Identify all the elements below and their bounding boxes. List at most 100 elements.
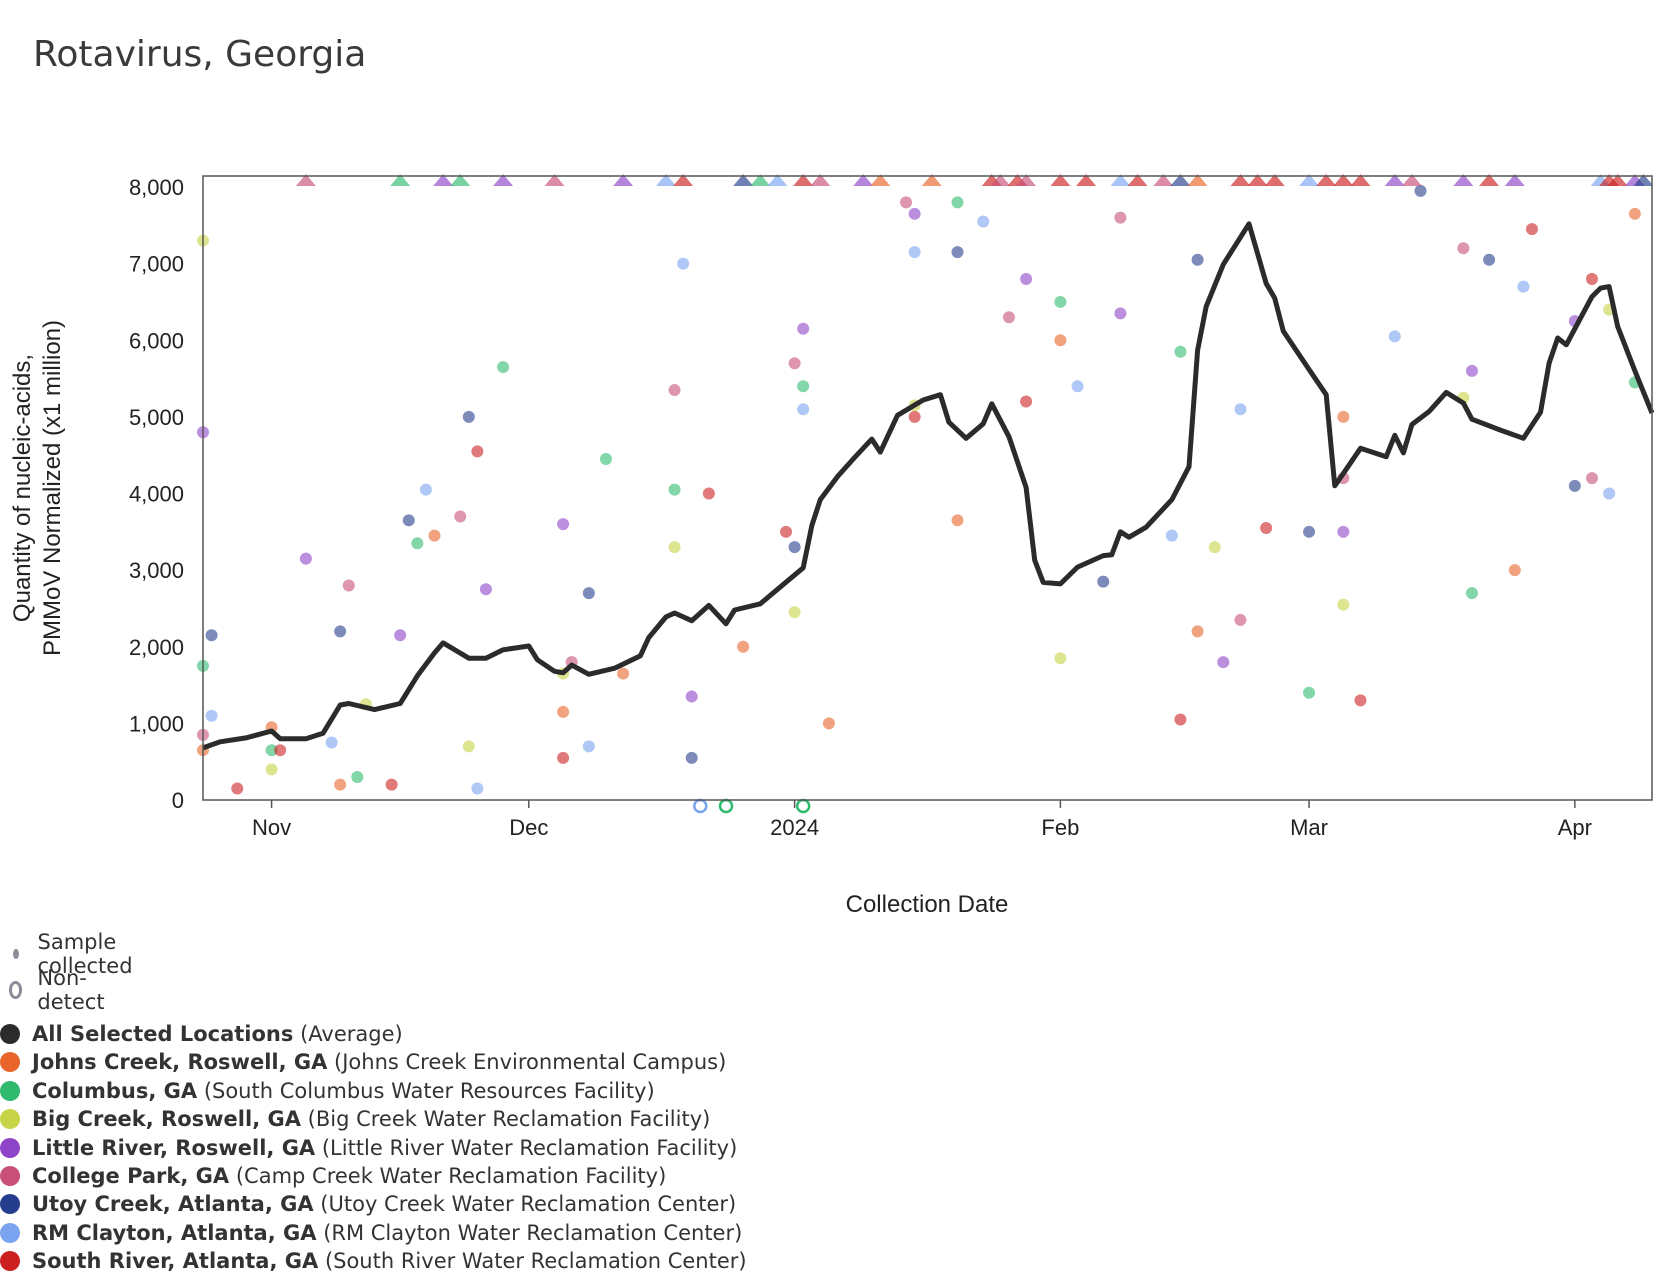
sample-point (1234, 403, 1247, 416)
sample-point (1303, 686, 1316, 699)
sample-point (471, 782, 484, 795)
sample-point (1628, 207, 1641, 220)
above-range-marker (433, 174, 454, 186)
above-range-marker (1230, 174, 1251, 186)
sample-point (797, 380, 810, 393)
above-range-marker (733, 174, 754, 186)
sample-point (908, 207, 921, 220)
legend-location-name: Johns Creek, Roswell, GA (32, 1050, 328, 1075)
non-detect-marker (718, 798, 734, 814)
legend-location-name: Utoy Creek, Atlanta, GA (32, 1192, 314, 1217)
legend-swatch (0, 1251, 20, 1272)
legend-entry[interactable]: Columbus, GA (South Columbus Water Resou… (0, 1077, 655, 1105)
sample-point (1114, 307, 1127, 320)
above-range-marker (1384, 174, 1405, 186)
legend-location-name: All Selected Locations (32, 1022, 294, 1046)
legend-entry[interactable]: RM Clayton, Atlanta, GA (RM Clayton Wate… (0, 1219, 742, 1247)
above-range-marker (655, 174, 676, 186)
sample-point (1260, 521, 1273, 534)
sample-point (1354, 694, 1367, 707)
sample-point (1217, 656, 1230, 669)
sample-point (557, 751, 570, 764)
above-range-marker (853, 174, 874, 186)
sample-point (265, 744, 278, 757)
sample-point (1457, 242, 1470, 255)
sample-point (1585, 472, 1598, 485)
non-detect-marker (795, 798, 811, 814)
sample-point (788, 357, 801, 370)
sample-point (1337, 525, 1350, 538)
legend-facility-name: (Little River Water Reclamation Facility… (315, 1135, 738, 1160)
above-range-marker (870, 174, 891, 186)
y-tick-label: 4,000 (129, 482, 184, 507)
above-range-marker (1050, 174, 1071, 186)
sample-point (677, 257, 690, 270)
sample-point (419, 483, 432, 496)
sample-point (1208, 541, 1221, 554)
y-tick-label: 7,000 (129, 252, 184, 277)
sample-point (1054, 652, 1067, 665)
sample-point (797, 322, 810, 335)
above-range-marker (1110, 174, 1131, 186)
x-tick-label: Feb (1041, 815, 1079, 840)
sample-point (1020, 272, 1033, 285)
sample-point (797, 403, 810, 416)
legend-non-detect-label: Non-detect (37, 966, 105, 1014)
legend-non-detect[interactable]: Non-detect (9, 966, 109, 1014)
sample-points (197, 184, 1641, 795)
sample-point (1603, 487, 1616, 500)
sample-point (1414, 184, 1427, 197)
x-axis-ticks: Nov Dec 2024 Feb Mar Apr (252, 800, 1592, 840)
legend-entry[interactable]: Utoy Creek, Atlanta, GA (Utoy Creek Wate… (0, 1190, 736, 1218)
sample-point (1234, 613, 1247, 626)
legend-entry[interactable]: All Selected Locations (Average) (0, 1020, 403, 1048)
sample-point (497, 361, 510, 374)
sample-point (462, 410, 475, 423)
sample-point (900, 196, 913, 209)
sample-point (1508, 564, 1521, 577)
above-range-marker (1076, 174, 1097, 186)
legend-entry[interactable]: Little River, Roswell, GA (Little River … (0, 1134, 737, 1162)
legend-sample-collected[interactable]: Sample collected (10, 930, 137, 978)
legend-swatch (0, 1109, 20, 1130)
above-range-marker (1264, 174, 1285, 186)
sample-point (908, 246, 921, 259)
legend-facility-name: (RM Clayton Water Reclamation Center) (316, 1220, 743, 1245)
y-tick-label: 0 (172, 788, 184, 813)
above-range-marker (673, 174, 694, 186)
legend-entry[interactable]: College Park, GA (Camp Creek Water Recla… (0, 1162, 666, 1190)
above-range-marker (1016, 174, 1037, 186)
sample-point (557, 518, 570, 531)
above-range-marker (921, 174, 942, 186)
above-range-marker (750, 174, 771, 186)
sample-point (737, 640, 750, 653)
y-tick-label: 1,000 (129, 711, 184, 736)
sample-point (1585, 272, 1598, 285)
above-range-marker (1607, 174, 1628, 186)
sample-point (1465, 364, 1478, 377)
sample-point (1388, 330, 1401, 343)
sample-point (788, 606, 801, 619)
sample-point (788, 541, 801, 554)
sample-point (1097, 575, 1110, 588)
sample-point (1114, 211, 1127, 224)
sample-point (617, 667, 630, 680)
above-range-marker (544, 174, 565, 186)
above-range-marker (493, 174, 514, 186)
sample-point (977, 215, 990, 228)
non-detect-marker (693, 798, 708, 814)
sample-point (265, 763, 278, 776)
non-detect-markers (693, 798, 811, 814)
legend-location-name: Little River, Roswell, GA (32, 1135, 316, 1160)
legend-facility-name: (South Columbus Water Resources Facility… (197, 1078, 655, 1103)
legend-entry[interactable]: South River, Atlanta, GA (South River Wa… (0, 1247, 747, 1275)
above-range-marker (990, 174, 1011, 186)
sample-point (702, 487, 715, 500)
legend-entry[interactable]: Johns Creek, Roswell, GA (Johns Creek En… (0, 1048, 726, 1076)
sample-point (394, 629, 407, 642)
above-range-marker (1333, 174, 1354, 186)
legend-swatch (0, 1024, 20, 1044)
sample-point (342, 579, 355, 592)
legend-entry[interactable]: Big Creek, Roswell, GA (Big Creek Water … (0, 1105, 710, 1133)
above-range-marker (295, 174, 316, 186)
